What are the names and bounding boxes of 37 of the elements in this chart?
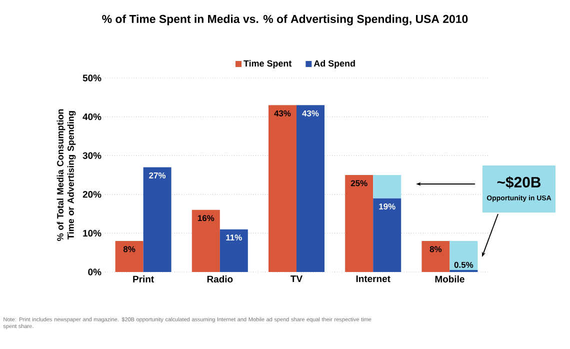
y-tick-label: 40% — [82, 113, 102, 120]
x-tick-label: Internet — [356, 276, 390, 282]
legend-label: Time Spent — [244, 60, 292, 68]
data-label: 8% — [430, 246, 442, 252]
data-label: 8% — [123, 246, 136, 252]
data-label: 19% — [379, 203, 396, 210]
legend-label: Ad Spend — [314, 60, 355, 68]
bar — [268, 105, 297, 272]
y-tick-label: 20% — [82, 191, 102, 198]
bar — [422, 240, 450, 272]
bar — [220, 229, 248, 272]
data-label: 43% — [302, 110, 319, 116]
bar — [192, 210, 220, 272]
y-axis-title: % of Total Media Consumption Time or Advertising Spending — [56, 109, 76, 241]
bar — [115, 240, 144, 272]
data-label: 27% — [149, 172, 166, 178]
bar — [373, 198, 402, 272]
x-tick-label: Mobile — [435, 276, 464, 282]
y-tick-label: 0% — [88, 268, 102, 276]
data-label: 0.5% — [454, 262, 474, 268]
y-tick-label: 50% — [82, 74, 102, 82]
data-label: 11% — [226, 234, 242, 240]
chart-title: % of Time Spent in Media vs. % of Advertising Spending, USA 2010 — [102, 14, 468, 26]
data-label: 16% — [198, 215, 214, 222]
bar — [450, 240, 478, 270]
bar — [296, 105, 325, 272]
x-tick-label: Radio — [207, 276, 233, 282]
text: ~$20B — [497, 176, 541, 188]
data-label: 25% — [350, 180, 368, 186]
x-tick-label: Print — [133, 276, 154, 282]
bar — [345, 175, 374, 272]
data-label: 43% — [274, 110, 291, 116]
x-tick-label: TV — [290, 276, 302, 282]
y-tick-label: 10% — [83, 230, 102, 237]
bar — [373, 175, 402, 198]
y-tick-label: 30% — [82, 152, 102, 159]
bar — [143, 167, 172, 272]
